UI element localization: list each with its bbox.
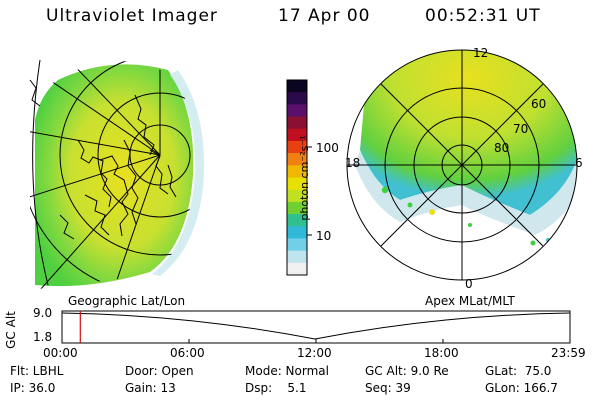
right-map-caption: Apex MLat/MLT (425, 294, 515, 308)
info-gain: Gain: 13 (125, 381, 176, 395)
aurora-fringe-left (152, 70, 205, 276)
observation-time: 00:52:31 UT (425, 6, 541, 26)
colorbar-swatch (287, 238, 307, 252)
colorbar-label: photon cm⁻²s⁻¹ (298, 135, 311, 221)
info-glat: GLat: 75.0 (485, 364, 552, 378)
timeline-y-top: 9.0 (33, 306, 53, 320)
instrument-title: Ultraviolet Imager (46, 6, 218, 26)
mlt-label-dawn: 6 (575, 156, 583, 170)
colorbar-frame (286, 79, 308, 276)
info-mode: Mode: Normal (245, 364, 329, 378)
aurora-oval-edge (355, 150, 577, 235)
info-dsp: Dsp: 5.1 (245, 381, 307, 395)
colorbar-swatch (287, 80, 307, 93)
timeline-ticks (61, 339, 571, 343)
info-ip: IP: 36.0 (10, 381, 56, 395)
mlt-label-dusk: 18 (345, 156, 361, 170)
timeline-x-label: 23:59 (551, 346, 586, 360)
colorbar-swatch (287, 165, 307, 178)
aurora-image-left (35, 64, 194, 287)
info-door: Door: Open (125, 364, 194, 378)
geographic-map (29, 59, 205, 291)
colorbar-tick-100: 100 (316, 141, 339, 155)
coastlines (29, 79, 177, 240)
polar-grid (346, 49, 578, 281)
altitude-curve (61, 312, 571, 340)
timeline-x-label: 00:00 (43, 346, 78, 360)
colorbar-swatch (287, 140, 307, 154)
colorbar-swatch (287, 189, 307, 203)
left-map-caption: Geographic Lat/Lon (68, 294, 186, 308)
timeline-x-label: 06:00 (170, 346, 205, 360)
colorbar (286, 79, 312, 276)
colorbar-swatch (287, 104, 307, 118)
info-seq: Seq: 39 (365, 381, 411, 395)
timeline-axis-label: GC Alt (4, 311, 18, 349)
observation-date: 17 Apr 00 (278, 6, 371, 26)
colorbar-swatch (287, 177, 307, 191)
aurora-spot (530, 240, 536, 246)
colorbar-swatch (287, 153, 307, 166)
mlat-label-60: 60 (531, 97, 547, 111)
timeline-x-label: 18:00 (424, 346, 459, 360)
aurora-spot (381, 186, 389, 194)
aurora-spot (468, 223, 472, 227)
colorbar-swatch (287, 214, 307, 227)
info-glon: GLon: 166.7 (485, 381, 558, 395)
colorbar-swatch (287, 128, 307, 142)
altitude-timeline (61, 310, 571, 344)
colorbar-swatch (287, 262, 307, 276)
mlat-label-70: 70 (513, 122, 529, 136)
magnetic-polar-map (346, 49, 578, 281)
limb-arc (32, 59, 49, 286)
mlt-label-noon: 12 (473, 46, 489, 60)
colorbar-tick-10: 10 (316, 229, 332, 243)
colorbar-swatch (287, 92, 307, 105)
aurora-spot (407, 202, 413, 208)
timeline-y-bottom: 1.8 (33, 330, 53, 344)
colorbar-swatch (287, 116, 307, 130)
timeline-x-label: 12:00 (297, 346, 332, 360)
info-flt: Flt: LBHL (10, 364, 64, 378)
mlat-label-80: 80 (494, 141, 510, 155)
colorbar-swatch (287, 201, 307, 215)
colorbar-swatch (287, 250, 307, 264)
info-gcalt: GC Alt: 9.0 Re (365, 364, 449, 378)
aurora-spot (429, 209, 435, 215)
mlt-label-midnight: 0 (465, 277, 473, 291)
colorbar-swatch (287, 226, 307, 239)
